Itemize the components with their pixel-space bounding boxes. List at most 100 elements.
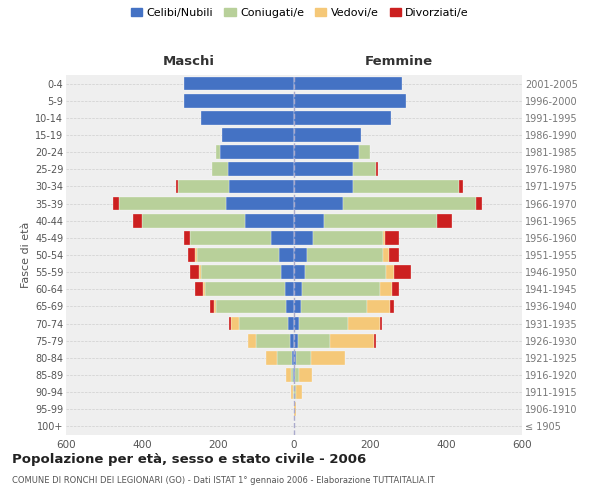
- Bar: [290, 334, 294, 347]
- Bar: [291, 386, 293, 399]
- Bar: [390, 300, 394, 314]
- Bar: [211, 300, 214, 314]
- Bar: [460, 180, 463, 194]
- Bar: [301, 300, 367, 314]
- Bar: [248, 334, 256, 347]
- Y-axis label: Fasce di età: Fasce di età: [20, 222, 31, 288]
- Bar: [226, 196, 294, 210]
- Text: Maschi: Maschi: [163, 55, 215, 68]
- Bar: [294, 196, 343, 210]
- Bar: [383, 248, 389, 262]
- Bar: [294, 128, 361, 142]
- Bar: [383, 231, 385, 244]
- Bar: [295, 386, 296, 399]
- Text: Popolazione per età, sesso e stato civile - 2006: Popolazione per età, sesso e stato civil…: [12, 452, 366, 466]
- Bar: [271, 231, 294, 244]
- Bar: [281, 266, 294, 279]
- Bar: [229, 180, 294, 194]
- Bar: [216, 300, 286, 314]
- Bar: [359, 146, 370, 159]
- Bar: [294, 334, 298, 347]
- Bar: [348, 316, 380, 330]
- Bar: [203, 282, 205, 296]
- Bar: [199, 266, 201, 279]
- Bar: [119, 196, 226, 210]
- Bar: [184, 94, 294, 108]
- Bar: [184, 76, 294, 90]
- Bar: [292, 351, 294, 364]
- Bar: [245, 214, 294, 228]
- Bar: [330, 334, 374, 347]
- Bar: [353, 180, 460, 194]
- Y-axis label: Anni di nascita: Anni di nascita: [597, 214, 600, 296]
- Bar: [184, 231, 190, 244]
- Bar: [201, 111, 294, 124]
- Bar: [367, 300, 390, 314]
- Bar: [195, 282, 203, 296]
- Bar: [214, 300, 216, 314]
- Bar: [265, 351, 277, 364]
- Bar: [190, 266, 199, 279]
- Bar: [294, 76, 403, 90]
- Bar: [205, 282, 284, 296]
- Bar: [296, 386, 302, 399]
- Bar: [295, 368, 299, 382]
- Bar: [294, 214, 325, 228]
- Bar: [227, 162, 294, 176]
- Bar: [385, 231, 398, 244]
- Bar: [197, 248, 279, 262]
- Bar: [386, 266, 394, 279]
- Bar: [380, 316, 382, 330]
- Bar: [229, 316, 232, 330]
- Bar: [392, 282, 399, 296]
- Bar: [178, 180, 229, 194]
- Bar: [302, 282, 380, 296]
- Bar: [294, 146, 359, 159]
- Bar: [292, 368, 293, 382]
- Bar: [353, 162, 376, 176]
- Bar: [256, 334, 290, 347]
- Bar: [294, 180, 353, 194]
- Bar: [294, 111, 391, 124]
- Bar: [222, 128, 294, 142]
- Bar: [307, 248, 383, 262]
- Bar: [212, 162, 227, 176]
- Bar: [239, 316, 289, 330]
- Bar: [113, 196, 119, 210]
- Bar: [437, 214, 452, 228]
- Legend: Celibi/Nubili, Coniugati/e, Vedovi/e, Divorziati/e: Celibi/Nubili, Coniugati/e, Vedovi/e, Di…: [129, 6, 471, 20]
- Bar: [232, 316, 239, 330]
- Bar: [286, 300, 294, 314]
- Text: COMUNE DI RONCHI DEI LEGIONARI (GO) - Dati ISTAT 1° gennaio 2006 - Elaborazione : COMUNE DI RONCHI DEI LEGIONARI (GO) - Da…: [12, 476, 435, 485]
- Bar: [188, 248, 195, 262]
- Bar: [294, 368, 295, 382]
- Bar: [220, 146, 294, 159]
- Bar: [142, 214, 245, 228]
- Bar: [293, 368, 294, 382]
- Bar: [289, 316, 294, 330]
- Bar: [325, 214, 437, 228]
- Bar: [305, 266, 386, 279]
- Bar: [284, 282, 294, 296]
- Bar: [216, 146, 220, 159]
- Bar: [277, 351, 292, 364]
- Bar: [294, 351, 296, 364]
- Bar: [374, 334, 376, 347]
- Bar: [299, 316, 348, 330]
- Bar: [294, 94, 406, 108]
- Bar: [296, 351, 311, 364]
- Bar: [313, 231, 383, 244]
- Bar: [190, 231, 271, 244]
- Bar: [201, 266, 281, 279]
- Bar: [294, 282, 302, 296]
- Text: Femmine: Femmine: [365, 55, 433, 68]
- Bar: [299, 368, 312, 382]
- Bar: [476, 196, 482, 210]
- Bar: [279, 248, 294, 262]
- Bar: [311, 351, 346, 364]
- Bar: [295, 402, 296, 416]
- Bar: [294, 300, 301, 314]
- Bar: [380, 282, 392, 296]
- Bar: [294, 316, 299, 330]
- Bar: [389, 248, 398, 262]
